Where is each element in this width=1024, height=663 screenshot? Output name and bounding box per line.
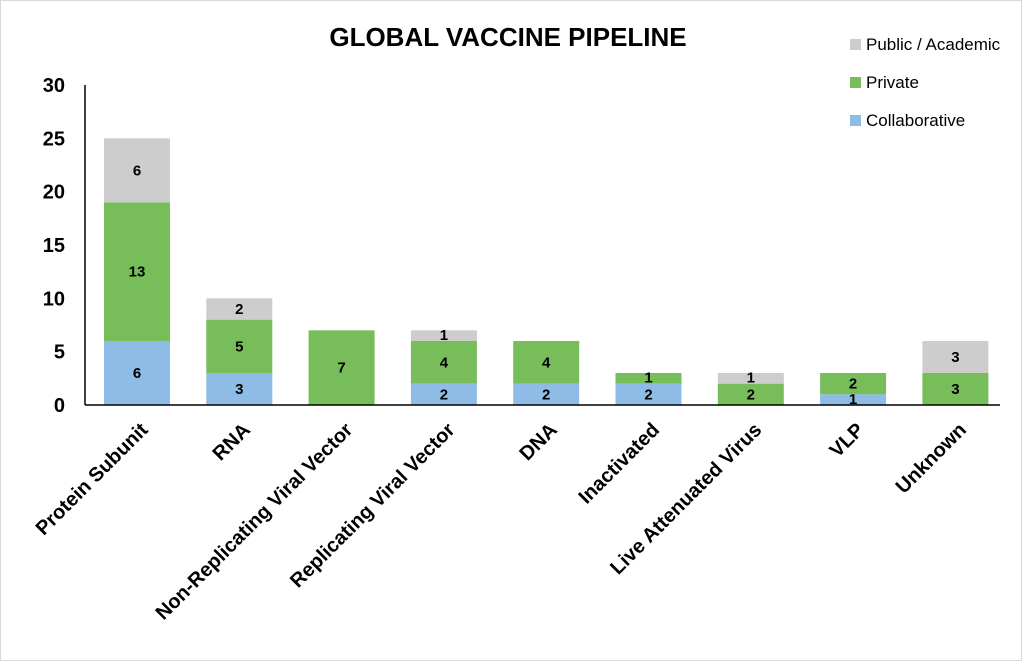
data-label: 1 [747,370,755,387]
x-category-label: Non-Replicating Viral Vector [152,419,358,625]
bar-segment [717,373,784,384]
data-label: 6 [133,365,141,382]
chart-title: GLOBAL VACCINE PIPELINE [329,22,686,52]
data-label: 4 [440,354,449,371]
legend: Public / Academic Private Collaborative [850,35,1001,130]
bar-segment [615,373,682,384]
y-tick-label: 30 [43,75,65,97]
bar-segment [206,373,273,405]
legend-label: Collaborative [866,111,965,130]
bar-segment [104,138,170,203]
bar-segment [206,319,273,373]
data-label: 5 [235,338,243,355]
y-tick-label: 20 [43,182,65,204]
legend-swatch [850,115,861,126]
data-label: 4 [542,354,551,371]
bar-segment [104,202,170,341]
bar-segment [513,341,580,384]
x-category-label: DNA [516,419,562,465]
data-label: 13 [129,264,146,281]
data-label: 2 [849,376,857,393]
data-label: 3 [951,381,959,398]
bar-segment [922,341,989,373]
data-label: 3 [951,349,959,366]
y-tick-label: 5 [54,342,65,364]
data-label: 6 [133,162,141,179]
bar-segment [717,383,784,405]
data-label: 2 [235,301,243,318]
data-label: 3 [235,381,243,398]
bar-segment [410,341,477,384]
data-label: 1 [644,370,652,387]
bar-segment [410,383,477,405]
bar-segment [206,298,273,320]
legend-label: Private [866,73,919,92]
x-category-label: Protein Subunit [32,419,153,540]
legend-label: Public / Academic [866,35,1001,54]
data-label: 7 [337,360,345,377]
data-label: 1 [849,391,857,408]
bar-segment [922,373,989,405]
data-label: 2 [440,386,448,403]
x-category-label: VLP [826,419,869,462]
x-category-label: Replicating Viral Vector [286,419,459,592]
y-tick-label: 0 [54,395,65,417]
bar-segment [308,330,375,405]
legend-swatch [850,39,861,50]
y-tick-label: 15 [43,235,65,257]
bar-segment [513,383,580,405]
data-label: 2 [747,386,755,403]
data-label: 2 [644,386,652,403]
x-category-label: Unknown [892,419,971,498]
bar-segment [410,330,477,341]
bar-segment [104,341,170,405]
bar-segment [820,373,887,395]
bar-segment [820,394,887,405]
data-label: 1 [440,327,448,344]
bar-segment [615,383,682,405]
x-category-label: RNA [209,419,255,465]
legend-swatch [850,77,861,88]
x-category-label: Inactivated [575,419,664,508]
y-tick-label: 25 [43,128,65,150]
y-tick-label: 10 [43,288,65,310]
data-label: 2 [542,386,550,403]
